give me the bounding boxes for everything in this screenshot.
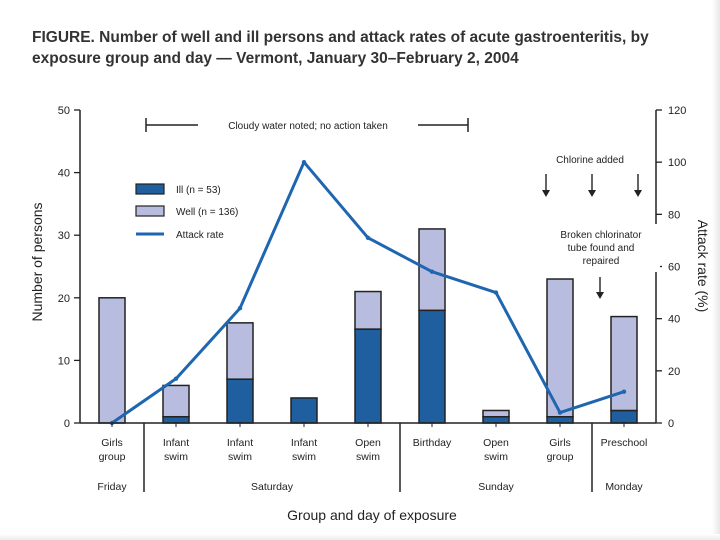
broken-arrow — [596, 277, 604, 299]
legend-well-swatch — [135, 205, 165, 217]
left-axis-title: Number of persons — [29, 202, 45, 321]
broken-text-line-2: tube found and — [568, 243, 635, 254]
well-bar-1 — [162, 384, 190, 418]
figure-title-line-2: exposure group and day — Vermont, Januar… — [32, 50, 519, 67]
category-label-6-line-1: Open — [483, 437, 509, 449]
category-label-4-line-2: swim — [356, 451, 380, 463]
attack-rate-point-3 — [301, 159, 307, 165]
figure-title: FIGURE. Number of well and ill persons a… — [32, 27, 712, 69]
slide-edge-right — [712, 0, 720, 540]
well-bar-8 — [610, 315, 638, 412]
attack-rate-point-2 — [237, 306, 243, 311]
category-label-1-line-1: Infant — [163, 437, 189, 449]
ill-bar-6 — [482, 415, 510, 424]
well-bar-0 — [98, 297, 126, 424]
well-bar-4 — [354, 290, 382, 330]
slide-edge-bottom — [0, 534, 720, 540]
attack-rate-point-1 — [173, 376, 179, 381]
ill-bar-1 — [162, 415, 190, 424]
left-tick-label-1: 10 — [58, 355, 70, 367]
day-label-3: Monday — [605, 481, 643, 493]
ill-bar-7 — [546, 415, 574, 424]
left-tick-label-0: 0 — [64, 418, 70, 430]
ill-bar-4 — [354, 328, 382, 424]
day-label-1: Saturday — [251, 481, 294, 493]
category-label-0-line-1: Girls — [101, 437, 123, 449]
category-label-3-line-1: Infant — [291, 437, 317, 449]
day-label-0: Friday — [97, 481, 127, 493]
category-label-6-line-2: swim — [484, 451, 508, 463]
right-tick-label-3: 60 — [668, 262, 680, 274]
chlorine-annotation: Chlorine added — [542, 155, 642, 197]
attack-rate-point-5 — [429, 269, 435, 274]
category-labels-layer: Girls group Infant swim Infant swim Infant swim… — [97, 423, 647, 493]
right-tick-label-0: 0 — [668, 418, 674, 430]
category-label-0-line-2: group — [99, 451, 126, 463]
chlorine-arrow-3 — [634, 174, 642, 197]
attack-rate-point-4 — [365, 235, 371, 241]
well-bar-6 — [482, 409, 510, 418]
category-label-7-line-1: Girls — [549, 437, 571, 449]
chlorine-added-text: Chlorine added — [556, 155, 624, 166]
ill-bar-2 — [226, 378, 254, 424]
right-tick-label-6: 120 — [668, 105, 686, 117]
attack-rate-point-6 — [493, 290, 499, 295]
ill-bar-8 — [610, 409, 638, 424]
left-tick-label-2: 20 — [58, 293, 70, 305]
cloudy-water-annotation: Cloudy water noted; no action taken — [145, 118, 469, 132]
right-tick-label-1: 20 — [668, 366, 680, 378]
figure-title-line-1: FIGURE. Number of well and ill persons a… — [32, 29, 649, 46]
attack-rate-line-layer — [109, 159, 627, 426]
chlorine-arrow-2 — [588, 174, 596, 197]
broken-chlorinator-annotation: Broken chlorinator tube found and repair… — [544, 224, 660, 299]
ticks-layer: 0 10 20 30 40 50 0 20 40 60 80 100 120 — [58, 105, 687, 430]
legend-ill-swatch — [135, 183, 165, 195]
attack-rate-point-8 — [621, 389, 627, 394]
category-label-4-line-1: Open — [355, 437, 381, 449]
left-tick-label-3: 30 — [58, 230, 70, 242]
left-tick-label-4: 40 — [58, 168, 70, 180]
right-tick-label-4: 80 — [668, 209, 680, 221]
right-axis-title: Attack rate (%) — [695, 220, 711, 313]
legend: Ill (n = 53) Well (n = 136) Attack rate — [135, 183, 238, 241]
broken-text-line-3: repaired — [583, 256, 620, 267]
ill-bar-3 — [290, 397, 318, 424]
category-label-1-line-2: swim — [164, 451, 188, 463]
right-tick-label-2: 40 — [668, 314, 680, 326]
x-axis-title: Group and day of exposure — [287, 507, 457, 523]
category-label-8-line-1: Preschool — [601, 437, 648, 449]
category-label-3-line-2: swim — [292, 451, 316, 463]
attack-rate-point-7 — [557, 410, 563, 415]
category-label-7-line-2: group — [547, 451, 574, 463]
category-label-5-line-1: Birthday — [413, 437, 452, 449]
legend-attack-label: Attack rate — [176, 230, 224, 241]
category-label-2-line-1: Infant — [227, 437, 253, 449]
broken-chlorinator-backdrop — [544, 224, 660, 272]
right-tick-label-5: 100 — [668, 157, 686, 169]
chlorine-arrow-1 — [542, 174, 550, 197]
broken-text-line-1: Broken chlorinator — [560, 230, 642, 241]
day-label-2: Sunday — [478, 481, 514, 493]
well-bar-2 — [226, 322, 254, 380]
category-label-2-line-2: swim — [228, 451, 252, 463]
cloudy-water-text: Cloudy water noted; no action taken — [228, 121, 388, 132]
ill-bar-5 — [418, 309, 446, 424]
left-tick-label-5: 50 — [58, 105, 70, 117]
legend-ill-label: Ill (n = 53) — [176, 185, 221, 196]
legend-well-label: Well (n = 136) — [176, 207, 238, 218]
